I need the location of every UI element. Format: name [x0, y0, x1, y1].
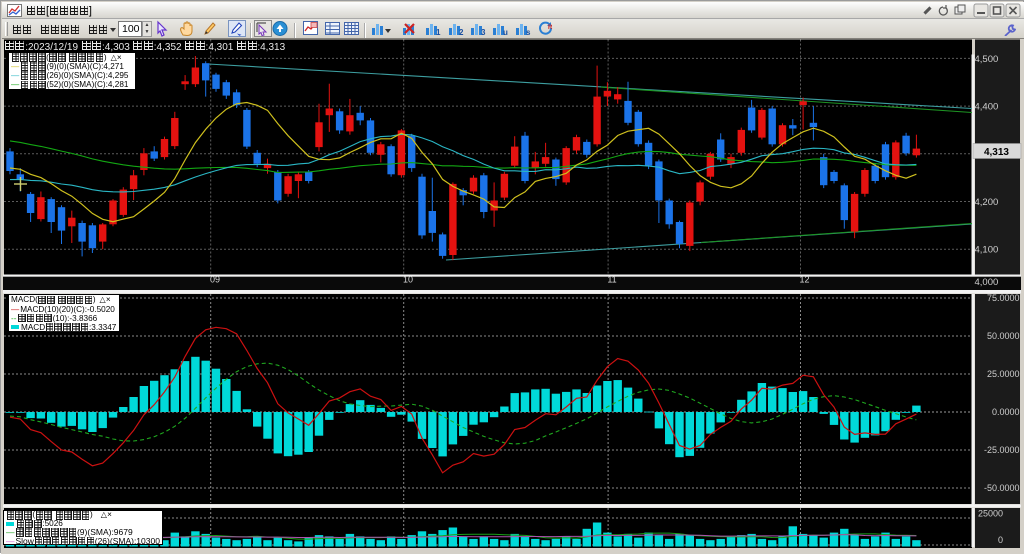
svg-text:s: s — [526, 28, 531, 37]
svg-text:4,200: 4,200 — [975, 197, 999, 208]
svg-text:u: u — [503, 28, 508, 37]
svg-text:50.0000: 50.0000 — [987, 331, 1020, 341]
svg-text:10: 10 — [403, 275, 413, 285]
svg-text:4,000: 4,000 — [975, 277, 999, 288]
svg-text:4,313: 4,313 — [984, 147, 1009, 158]
svg-text:-25.0000: -25.0000 — [984, 445, 1020, 455]
svg-text:3: 3 — [481, 28, 486, 37]
svg-text:25000: 25000 — [978, 509, 1003, 519]
svg-text:4,100: 4,100 — [975, 245, 999, 256]
svg-text:25.0000: 25.0000 — [987, 369, 1020, 379]
svg-text:1: 1 — [436, 28, 441, 37]
svg-text:11: 11 — [607, 275, 616, 285]
svg-text:0.0000: 0.0000 — [992, 407, 1020, 417]
svg-text:12: 12 — [799, 275, 809, 285]
svg-text:0: 0 — [998, 535, 1003, 545]
svg-text:4,400: 4,400 — [975, 102, 999, 113]
svg-text:4,500: 4,500 — [975, 54, 999, 65]
svg-text:-50.0000: -50.0000 — [984, 483, 1020, 493]
svg-text:75.0000: 75.0000 — [987, 293, 1020, 303]
svg-text:R: R — [548, 25, 553, 31]
svg-text:2: 2 — [459, 28, 464, 37]
svg-text:09: 09 — [210, 275, 220, 285]
